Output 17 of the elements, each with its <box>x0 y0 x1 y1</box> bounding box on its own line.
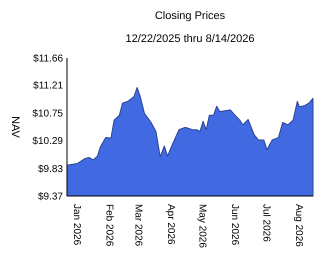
x-tick-label: Jan 2026 <box>70 204 82 246</box>
y-tick-label: $9.37 <box>38 192 64 202</box>
y-tick-label: $9.83 <box>38 164 64 175</box>
chart-subtitle: 12/22/2025 thru 8/14/2026 <box>125 33 255 45</box>
x-tick-label: May 2026 <box>196 204 208 248</box>
x-tick-label: Feb 2026 <box>103 204 114 247</box>
y-axis-title: NAV <box>9 116 22 139</box>
y-tick-label: $11.66 <box>33 54 64 64</box>
x-tick-label: Apr 2026 <box>165 204 176 246</box>
y-tick-label: $11.21 <box>33 80 64 92</box>
chart-title: Closing Prices <box>154 10 226 22</box>
x-tick-label: Jun 2026 <box>229 204 240 246</box>
x-tick-label: Aug 2026 <box>292 204 304 248</box>
x-tick-label: Mar 2026 <box>132 204 144 247</box>
y-tick-label: $10.75 <box>32 108 64 120</box>
y-tick-label: $10.29 <box>32 136 64 148</box>
x-tick-label: Jul 2026 <box>260 204 272 242</box>
